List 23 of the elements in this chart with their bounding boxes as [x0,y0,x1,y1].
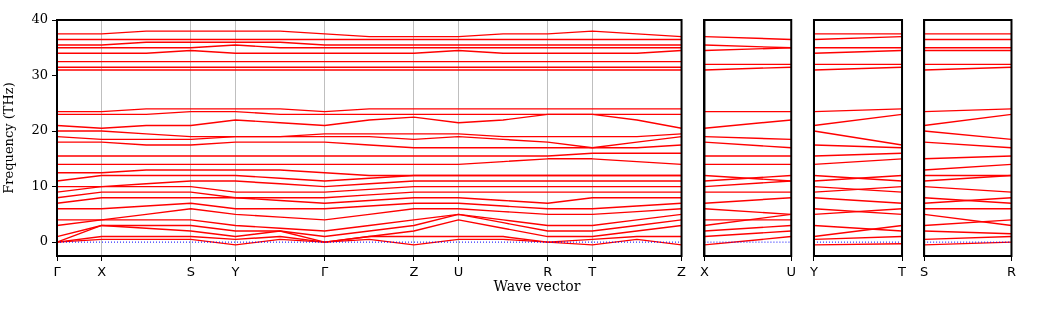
x-tick-label: Γ [321,264,330,280]
y-tick-label: 20 [31,122,48,138]
y-tick-label: 10 [31,177,48,193]
x-tick-label: X [97,264,107,280]
x-tick-label: R [543,264,553,280]
x-tick-label: Γ [53,264,62,280]
x-tick-label: Y [230,264,240,280]
y-tick-label: 30 [31,66,48,82]
x-tick-label: T [897,264,907,280]
x-tick-label: R [1006,264,1017,280]
x-tick-label: U [786,264,796,280]
x-tick-label: Z [409,264,419,280]
x-tick-label: T [587,264,597,280]
x-tick-label: X [700,264,709,280]
y-axis-title: Frequency (THz) [1,82,17,194]
x-tick-label: S [186,264,195,280]
y-tick-label: 0 [39,233,48,249]
y-tick-label: 40 [31,11,48,27]
x-tick-label: U [453,264,464,280]
x-tick-label: Y [808,264,818,280]
x-axis-title: Wave vector [493,278,581,294]
x-tick-label: S [919,264,929,280]
x-tick-label: Z [677,264,687,280]
